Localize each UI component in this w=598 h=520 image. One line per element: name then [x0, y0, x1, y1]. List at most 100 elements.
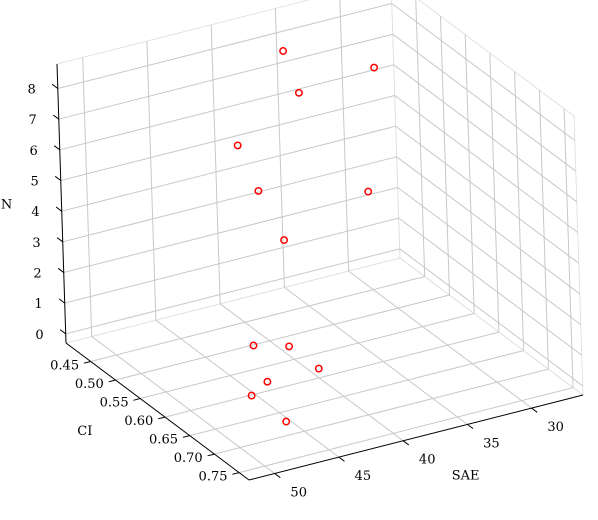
y-tick-label: 0.60	[124, 414, 153, 429]
z-tick-label: 6	[30, 144, 38, 159]
x-tick-mark	[531, 407, 538, 413]
y-tick-mark	[133, 398, 141, 401]
data-point	[294, 88, 303, 97]
grid-line-n	[397, 187, 581, 325]
z-tick-mark	[54, 175, 62, 181]
grid-line-sae	[91, 336, 275, 474]
y-tick-label: 0.45	[50, 359, 79, 374]
data-point	[370, 63, 379, 72]
y-tick-label: 0.65	[149, 433, 178, 448]
grid-line-n	[58, 33, 393, 120]
grid-line-n	[391, 3, 576, 141]
grid-line-ci	[238, 387, 574, 474]
data-point	[314, 364, 323, 373]
axis-lines	[56, 63, 584, 481]
x-axis-line	[248, 394, 584, 481]
z-tick-mark	[55, 206, 63, 212]
y-tick-mark	[108, 379, 116, 383]
z-tick-label: 2	[33, 267, 41, 282]
grid-line-sae	[146, 41, 157, 321]
grid-line-sae	[274, 8, 285, 288]
grid-line-ci	[489, 53, 500, 333]
grid-line-n	[398, 217, 582, 356]
z-tick-mark	[51, 83, 59, 89]
x-tick-mark	[274, 473, 281, 479]
z-axis-line	[56, 63, 67, 344]
x-tick-label: 50	[290, 485, 307, 500]
data-point	[263, 377, 272, 386]
x-tick-mark	[402, 440, 410, 446]
x-axis-title: SAE	[452, 469, 480, 484]
grid-line-sae	[284, 286, 468, 425]
grid-line-n	[65, 248, 400, 335]
grid-line-ci	[538, 90, 549, 370]
y-axis-line	[65, 342, 250, 481]
data-point	[282, 417, 291, 426]
grid-lines	[57, 0, 583, 474]
grid-line-n	[395, 125, 579, 264]
grid-line-n	[63, 187, 398, 273]
data-points	[233, 47, 379, 426]
x-tick-label: 40	[419, 453, 436, 468]
grid-line-n	[60, 95, 395, 181]
z-tick-label: 4	[31, 205, 39, 220]
grid-line-sae	[219, 303, 404, 442]
z-tick-mark	[57, 267, 65, 273]
y-tick-mark	[207, 453, 215, 457]
grid-line-n	[399, 248, 583, 387]
grid-line-n	[396, 156, 580, 295]
grid-line-ci	[464, 34, 475, 314]
z-tick-label: 7	[29, 113, 37, 128]
z-tick-label: 5	[31, 175, 39, 190]
y-tick-mark	[83, 361, 91, 364]
x-tick-label: 35	[483, 436, 500, 451]
grid-line-n	[64, 217, 399, 304]
grid-line-ci	[90, 276, 425, 362]
grid-line-ci	[514, 71, 525, 351]
grid-line-sae	[348, 270, 532, 409]
grid-line-ci	[140, 313, 475, 399]
data-point	[233, 141, 242, 150]
grid-line-n	[62, 156, 397, 243]
axis-panes	[56, 0, 584, 481]
z-tick-mark	[59, 329, 66, 335]
grid-line-ci	[115, 294, 450, 381]
grid-line-ci	[189, 350, 524, 437]
data-point	[285, 342, 294, 351]
y-tick-label: 0.55	[100, 396, 129, 411]
grid-line-n	[61, 125, 396, 212]
data-point	[364, 187, 373, 196]
z-tick-mark	[56, 237, 64, 243]
grid-line-sae	[155, 319, 340, 458]
grid-line-sae	[210, 24, 221, 304]
z-tick-label: 3	[32, 236, 40, 251]
z-tick-mark	[53, 145, 61, 151]
z-tick-mark	[58, 298, 65, 304]
y-tick-mark	[182, 435, 190, 438]
data-point	[254, 186, 263, 195]
axis-ticks: 30354045500.450.500.550.600.650.700.7501…	[28, 83, 564, 501]
grid-line-ci	[214, 368, 549, 455]
grid-line-ci	[563, 108, 574, 388]
grid-line-n	[57, 3, 392, 89]
z-axis-title: N	[1, 198, 12, 213]
z-tick-label: 0	[35, 328, 43, 343]
x-tick-mark	[467, 423, 474, 430]
grid-line-n	[393, 64, 578, 203]
grid-line-sae	[339, 0, 350, 272]
data-point	[280, 236, 289, 245]
x-tick-label: 45	[355, 469, 372, 484]
y-tick-mark	[232, 472, 240, 475]
grid-line-sae	[82, 57, 93, 337]
grid-line-n	[392, 33, 577, 172]
grid-line-ci	[164, 331, 500, 418]
grid-line-n	[59, 64, 394, 151]
grid-line-ci	[415, 0, 426, 277]
x-tick-mark	[338, 456, 345, 462]
z-tick-label: 8	[28, 83, 36, 98]
data-point	[279, 47, 288, 55]
grid-line-n	[394, 95, 579, 233]
data-point	[247, 391, 256, 400]
y-tick-label: 0.75	[199, 470, 228, 485]
